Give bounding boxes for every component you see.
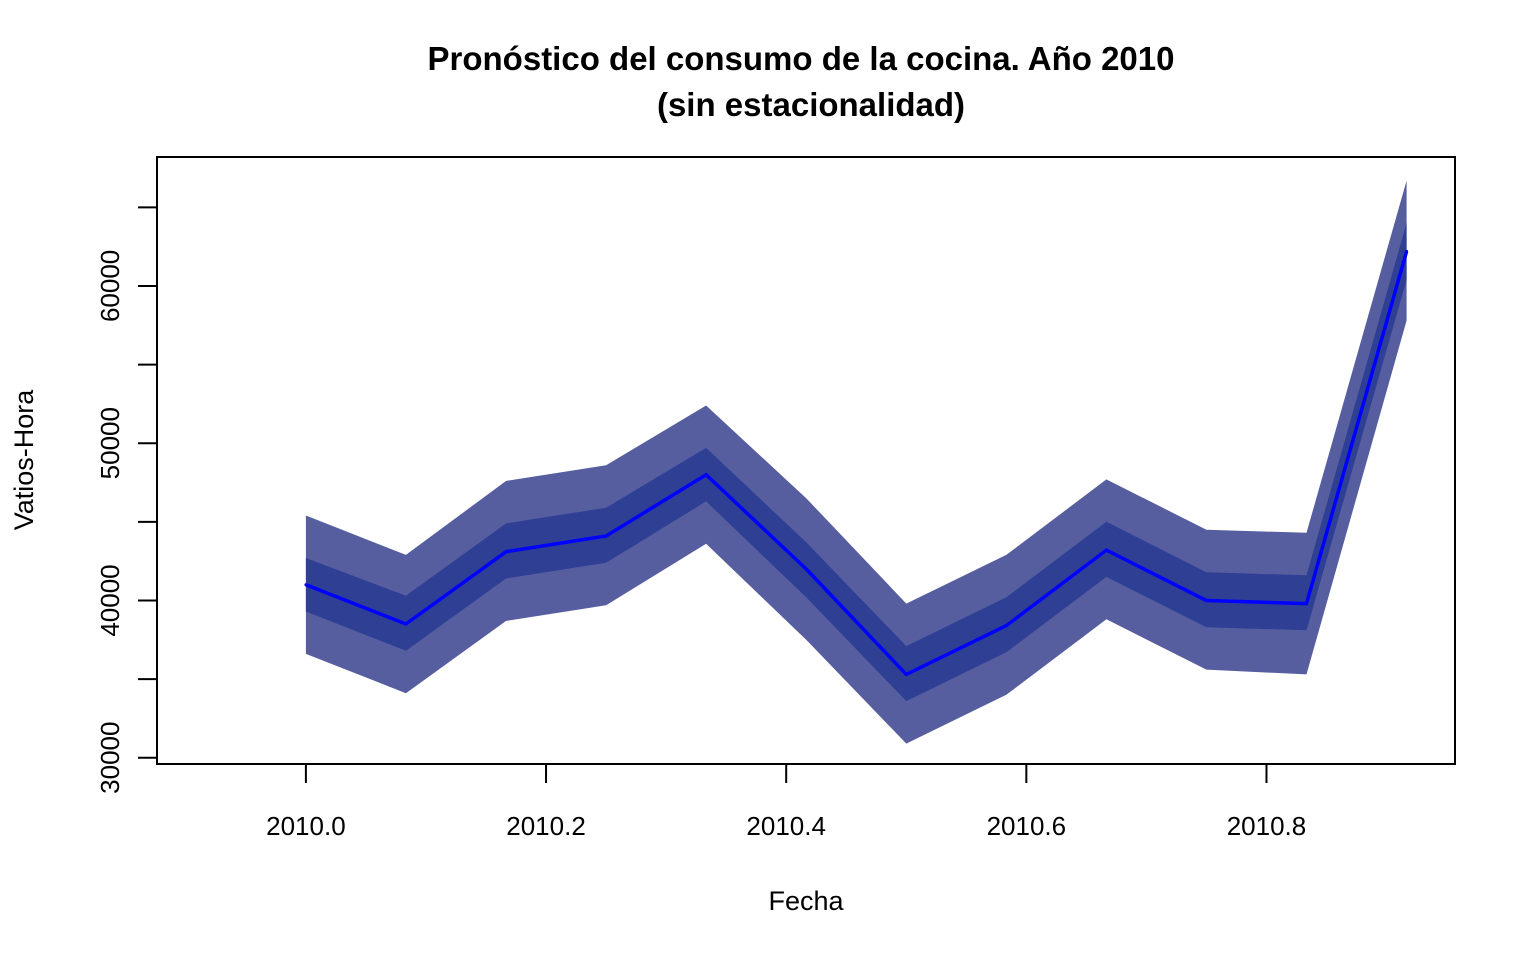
x-axis: 2010.0 2010.2 2010.4 2010.6 2010.8: [266, 763, 1307, 841]
forecast-point: [1405, 249, 1409, 253]
x-axis-label: Fecha: [768, 886, 844, 916]
interval-95-band: [305, 180, 1407, 744]
forecast-point: [1004, 624, 1008, 628]
chart-subtitle: (sin estacionalidad): [657, 86, 965, 123]
x-tick-label: 2010.6: [987, 811, 1067, 841]
x-tick-label: 2010.2: [506, 811, 586, 841]
forecast-point: [404, 622, 408, 626]
forecast-point: [1104, 548, 1108, 552]
y-axis-label: Vatios-Hora: [9, 389, 39, 531]
x-tick-label: 2010.4: [746, 811, 826, 841]
forecast-point: [804, 567, 808, 571]
chart-title: Pronóstico del consumo de la cocina. Año…: [428, 40, 1175, 77]
forecast-point: [304, 583, 308, 587]
prediction-intervals: [305, 180, 1407, 744]
x-tick-label: 2010.0: [266, 811, 346, 841]
interval-80-band: [305, 223, 1407, 702]
forecast-point: [1204, 598, 1208, 602]
y-tick-label: 60000: [95, 250, 125, 322]
forecast-line: [305, 250, 1409, 677]
forecast-point: [904, 672, 908, 676]
forecast-point: [704, 473, 708, 477]
x-tick-label: 2010.8: [1227, 811, 1307, 841]
plot-frame: [156, 156, 1456, 765]
y-tick-label: 40000: [95, 564, 125, 636]
y-tick-label: 30000: [95, 722, 125, 794]
forecast-point: [604, 534, 608, 538]
y-axis: 30000 40000 50000 60000: [95, 206, 158, 794]
forecast-point: [504, 550, 508, 554]
y-tick-label: 50000: [95, 407, 125, 479]
forecast-point: [1304, 602, 1308, 606]
forecast-lines: [304, 249, 1409, 677]
